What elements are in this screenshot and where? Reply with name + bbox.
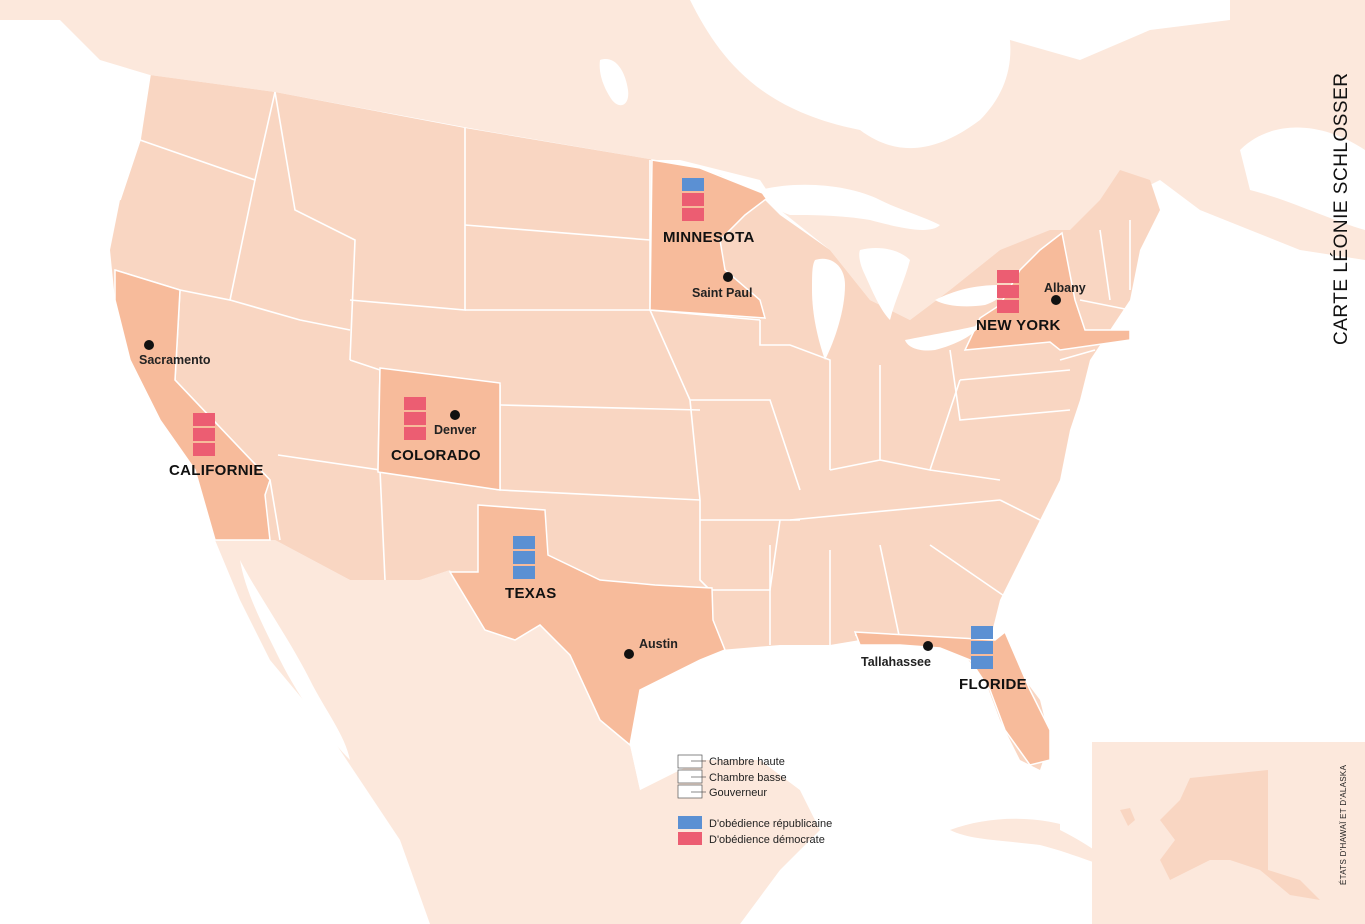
bar-floride-governor	[971, 656, 993, 669]
city-label-saint-paul: Saint Paul	[692, 286, 752, 300]
state-california	[114, 268, 271, 541]
bar-new-york-upper-house	[997, 270, 1019, 283]
bar-colorado-governor	[404, 427, 426, 440]
capital-dot-albany	[1051, 295, 1061, 305]
legend-box-governor	[677, 784, 703, 799]
city-label-albany: Albany	[1044, 281, 1086, 295]
gulf-of-california	[240, 560, 350, 760]
hudson-bay	[560, 0, 1230, 60]
bar-texas-governor	[513, 566, 535, 579]
bar-new-york-lower-house	[997, 285, 1019, 298]
inset-caption: ÉTATS D'HAWAÏ ET D'ALASKA	[1339, 764, 1348, 885]
legend-label-upper: Chambre haute	[709, 756, 785, 768]
city-label-austin: Austin	[639, 637, 678, 651]
hudson-bay-2	[690, 0, 1011, 149]
bar-texas-upper-house	[513, 536, 535, 549]
bar-californie-governor	[193, 443, 215, 456]
capital-dot-tallahassee	[923, 641, 933, 651]
mexico-landmass	[215, 540, 820, 924]
legend-box-upper	[677, 754, 703, 769]
capital-dot-saint-paul	[723, 272, 733, 282]
alaska	[1160, 770, 1320, 900]
legend-swatch-democrat	[678, 832, 702, 845]
hawaii	[1120, 808, 1135, 826]
bar-colorado-lower-house	[404, 412, 426, 425]
state-texas	[448, 504, 726, 747]
legend-label-democrat: D'obédience démocrate	[709, 834, 825, 846]
bar-colorado-upper-house	[404, 397, 426, 410]
state-label-texas: TEXAS	[505, 585, 557, 602]
state-label-new-york: NEW YORK	[976, 317, 1061, 334]
state-label-californie: CALIFORNIE	[169, 462, 264, 479]
bar-minnesota-governor	[682, 208, 704, 221]
legend-label-republican: D'obédience républicaine	[709, 818, 832, 830]
bar-californie-upper-house	[193, 413, 215, 426]
legend-label-lower: Chambre basse	[709, 772, 787, 784]
gulf-of-st-lawrence	[1240, 127, 1365, 230]
contiguous-us	[110, 75, 1160, 770]
bar-texas-lower-house	[513, 551, 535, 564]
bar-californie-lower-house	[193, 428, 215, 441]
bar-new-york-governor	[997, 300, 1019, 313]
great-lakes	[760, 184, 1005, 360]
legend-box-lower	[677, 769, 703, 784]
bar-floride-upper-house	[971, 626, 993, 639]
bar-minnesota-upper-house	[682, 178, 704, 191]
map-credit: CARTE LÉONIE SCHLOSSER	[1331, 72, 1352, 345]
state-label-floride: FLORIDE	[959, 676, 1027, 693]
state-label-minnesota: MINNESOTA	[663, 229, 755, 246]
bar-floride-lower-house	[971, 641, 993, 654]
legend-swatch-republican	[678, 816, 702, 829]
city-label-sacramento: Sacramento	[139, 353, 211, 367]
canada-landmass	[0, 0, 1365, 320]
capital-dot-denver	[450, 410, 460, 420]
bar-minnesota-lower-house	[682, 193, 704, 206]
state-labels: MINNESOTA NEW YORK CALIFORNIE COLORADO T…	[169, 229, 1061, 693]
bars-layer	[193, 178, 1019, 669]
legend-structure: Chambre haute Chambre basse Gouverneur	[677, 754, 787, 799]
capitals: Sacramento Denver Saint Paul Albany Aust…	[139, 272, 1086, 669]
gulf-of-mexico	[630, 640, 1060, 830]
city-label-tallahassee: Tallahassee	[861, 655, 931, 669]
state-new-york	[963, 231, 1131, 351]
state-florida	[853, 630, 1051, 766]
legend: Chambre haute Chambre basse Gouverneur D…	[677, 754, 832, 846]
state-minnesota	[649, 159, 772, 319]
capital-dot-sacramento	[144, 340, 154, 350]
legend-label-governor: Gouverneur	[709, 787, 767, 799]
state-label-colorado: COLORADO	[391, 447, 481, 464]
legend-parties: D'obédience républicaine D'obédience dém…	[678, 816, 832, 846]
lake-winnipeg	[599, 59, 629, 106]
capital-dot-austin	[624, 649, 634, 659]
city-label-denver: Denver	[434, 423, 477, 437]
